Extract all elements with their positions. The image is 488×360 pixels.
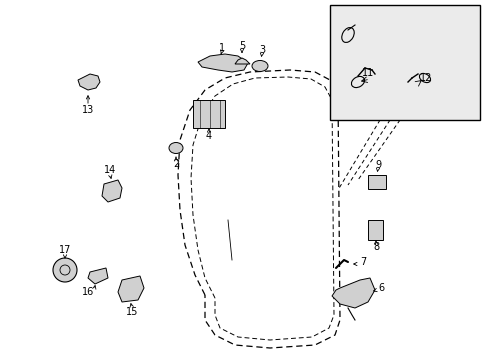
- Polygon shape: [118, 276, 143, 302]
- Ellipse shape: [251, 60, 267, 72]
- Text: 5: 5: [238, 41, 244, 51]
- Text: 17: 17: [59, 245, 71, 255]
- Polygon shape: [102, 180, 122, 202]
- Polygon shape: [78, 74, 100, 90]
- Text: 6: 6: [377, 283, 384, 293]
- Bar: [193, 100, 224, 128]
- Circle shape: [53, 258, 77, 282]
- Text: 7: 7: [359, 257, 366, 267]
- Polygon shape: [88, 268, 108, 284]
- Text: 4: 4: [205, 131, 212, 141]
- Text: 14: 14: [103, 165, 116, 175]
- Text: 9: 9: [374, 160, 380, 170]
- Text: 1: 1: [219, 43, 224, 53]
- Text: 12: 12: [419, 73, 431, 83]
- Bar: [367, 220, 382, 240]
- Ellipse shape: [169, 143, 183, 153]
- Polygon shape: [198, 54, 247, 72]
- Text: 10: 10: [388, 0, 400, 1]
- Bar: [367, 175, 385, 189]
- Text: 13: 13: [81, 105, 94, 115]
- Text: 16: 16: [81, 287, 94, 297]
- Polygon shape: [235, 58, 249, 64]
- Text: 15: 15: [125, 307, 138, 317]
- Polygon shape: [331, 278, 374, 308]
- Bar: [329, 5, 479, 120]
- Text: 2: 2: [173, 159, 179, 169]
- Text: 8: 8: [372, 242, 378, 252]
- Text: 3: 3: [259, 45, 264, 55]
- Text: 11: 11: [361, 68, 373, 78]
